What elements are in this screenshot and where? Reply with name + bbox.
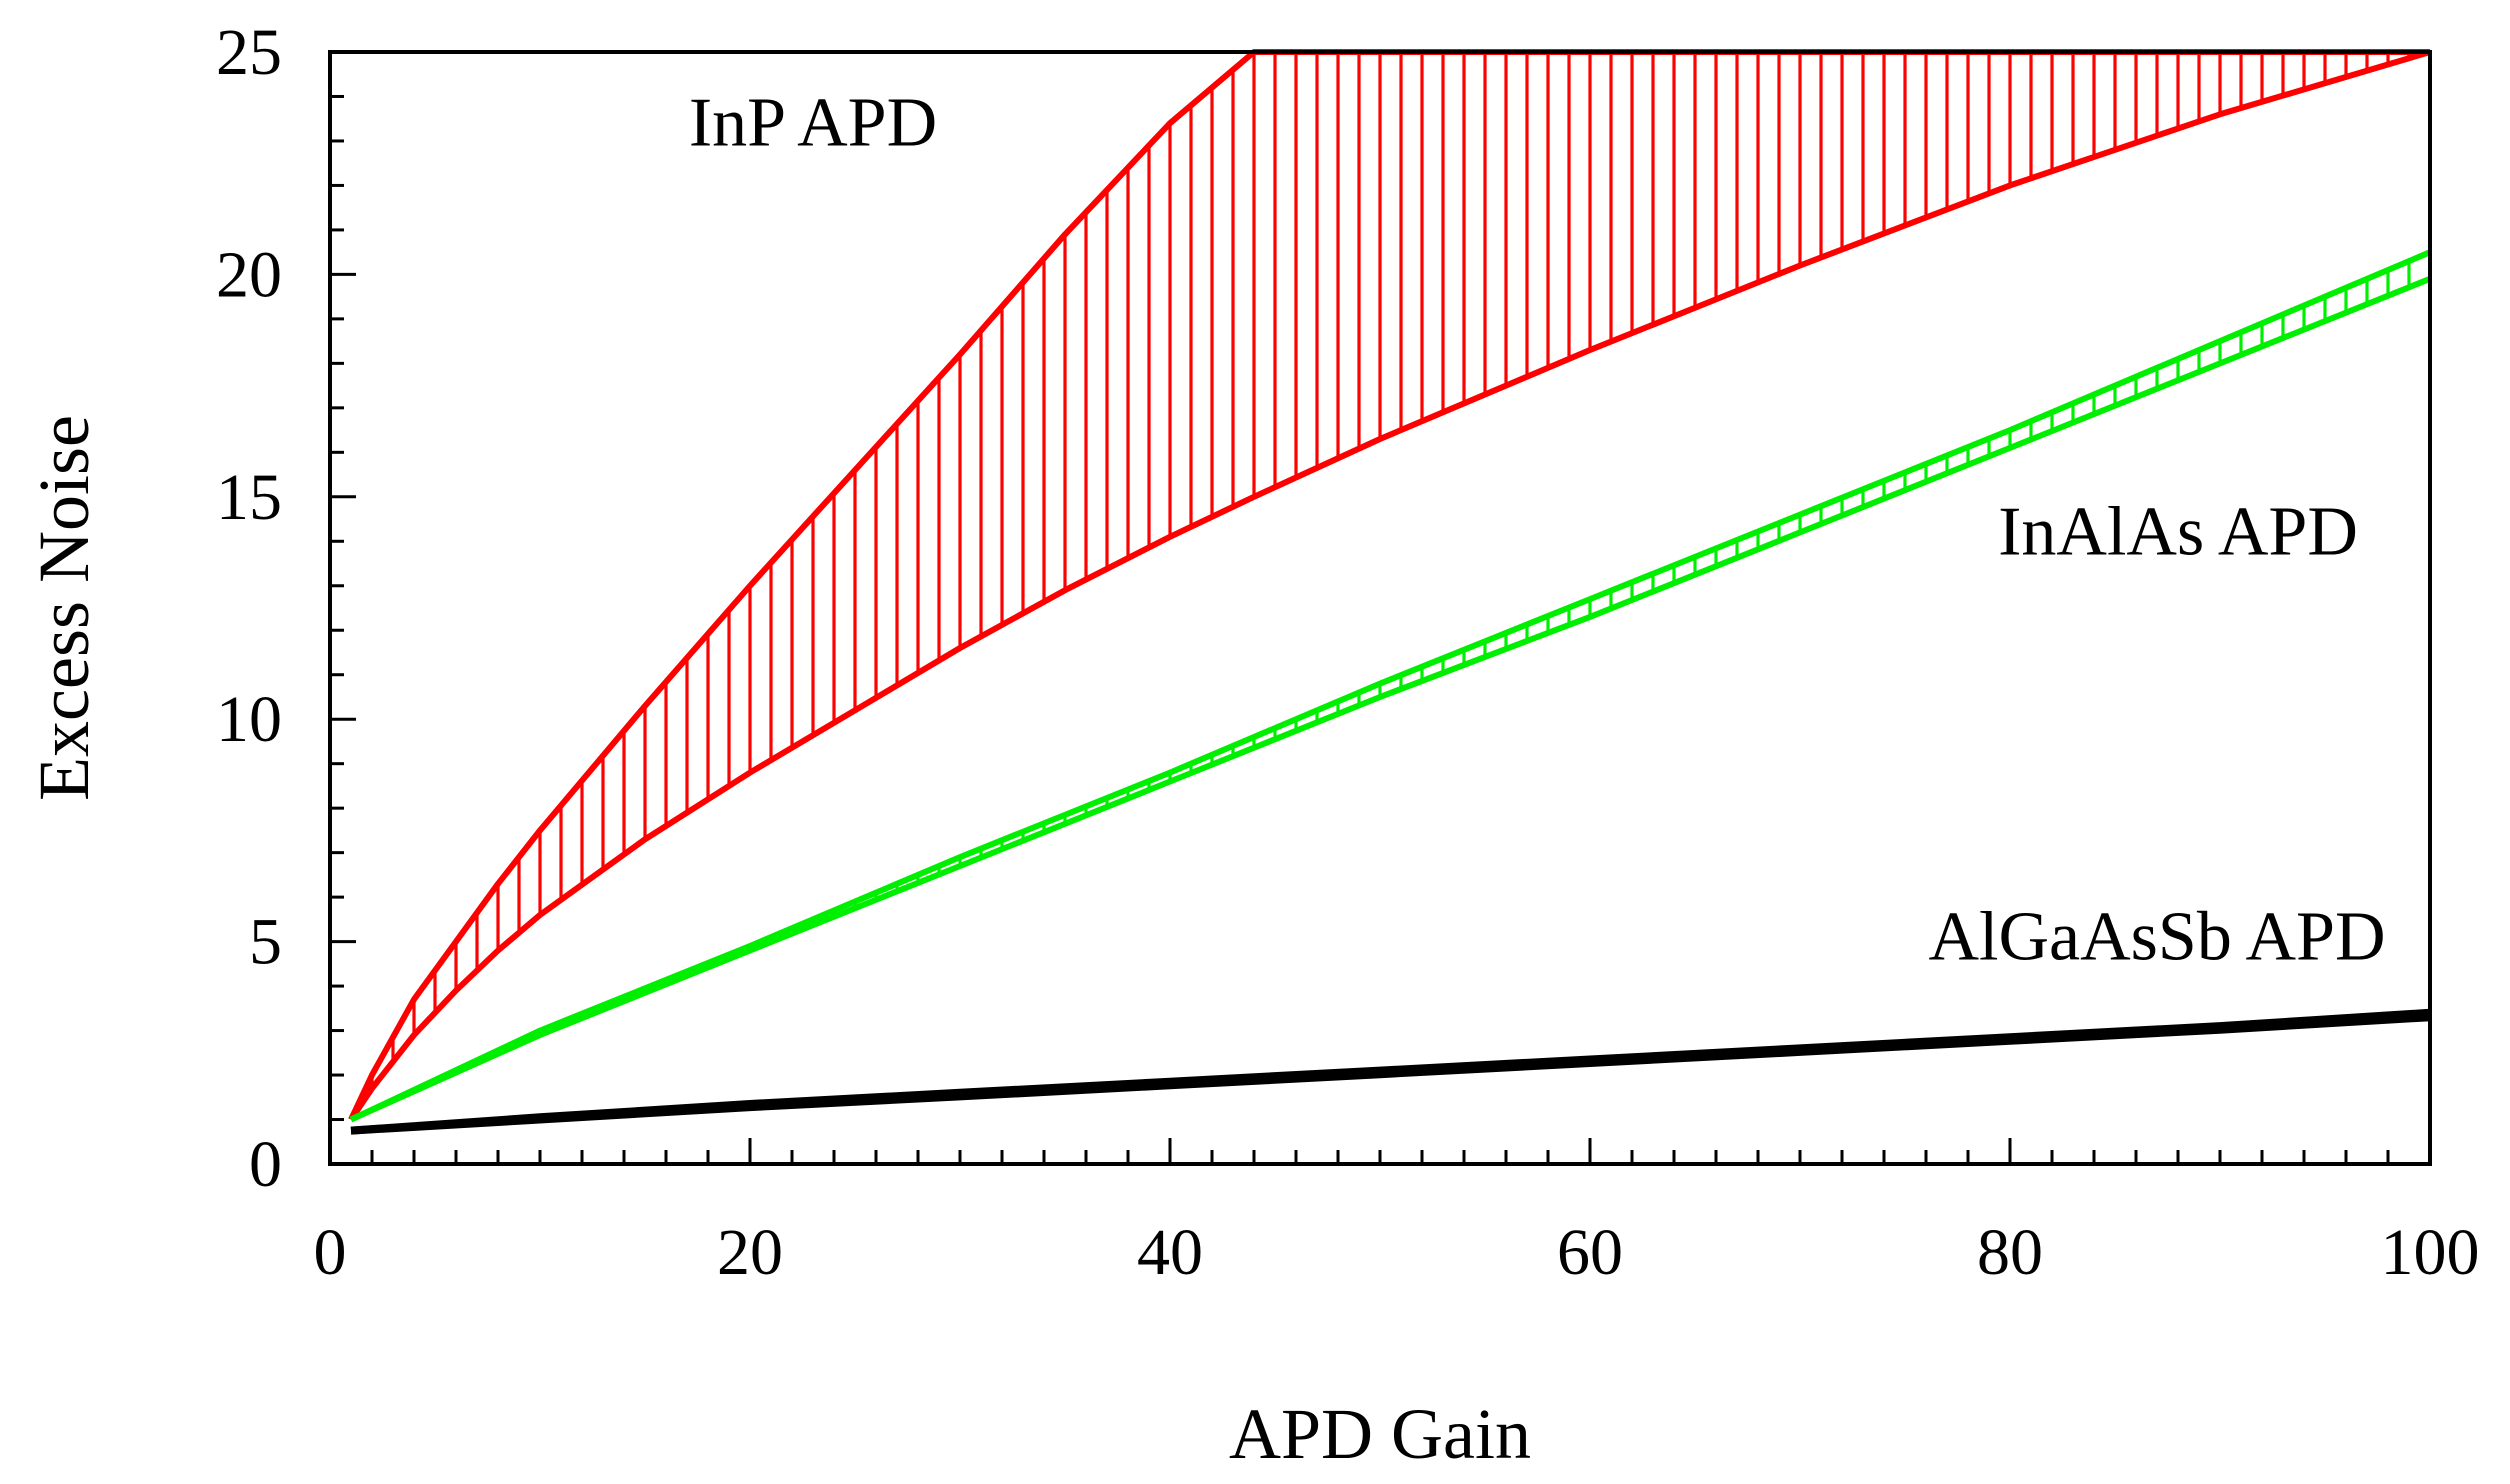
series-algaassb-apd (350, 1008, 2432, 1135)
series-label-inalas-apd: InAlAs APD (1998, 494, 2358, 571)
y-axis-title: Excess Noise (24, 415, 104, 801)
series-label-algaassb-apd: AlGaAsSb APD (1928, 898, 2385, 975)
inp-apd-lower-line (348, 49, 2431, 1122)
x-axis-title: APD Gain (1229, 1394, 1531, 1474)
series-inalas-apd (349, 249, 2432, 1123)
ticks-layer (328, 50, 2432, 1166)
x-tick-label: 60 (1557, 1216, 1623, 1289)
y-tick-label: 0 (249, 1128, 282, 1201)
inalas-apd-lower-line (349, 276, 2432, 1123)
x-tick-label: 100 (2381, 1216, 2480, 1289)
x-tick-label: 40 (1137, 1216, 1203, 1289)
inalas-apd-upper-line (349, 249, 2432, 1123)
x-tick-label: 0 (314, 1216, 347, 1289)
series-inp-apd (348, 49, 2431, 1122)
series-layer (348, 49, 2432, 1135)
x-tick-label: 20 (717, 1216, 783, 1289)
y-tick-label: 10 (216, 683, 282, 756)
y-tick-label: 5 (249, 906, 282, 979)
y-tick-label: 20 (216, 238, 282, 311)
labels-layer: 0 20 40 60 80 100 0 5 10 15 20 25 InP APD InAlAs APD A… (216, 16, 2480, 1289)
y-tick-label: 25 (216, 16, 282, 89)
algaassb-apd-lower-line (350, 1013, 2431, 1135)
series-label-inp-apd: InP APD (689, 84, 937, 161)
y-tick-label: 15 (216, 461, 282, 534)
x-tick-label: 80 (1977, 1216, 2043, 1289)
